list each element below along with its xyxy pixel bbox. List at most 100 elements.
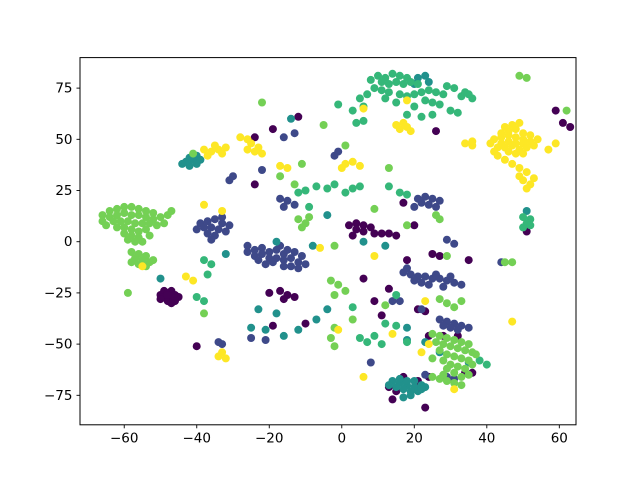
scatter-point-class-2 xyxy=(272,309,281,318)
scatter-point-class-2 xyxy=(359,237,368,246)
scatter-point-class-3 xyxy=(363,338,372,347)
scatter-point-class-1 xyxy=(283,245,292,254)
scatter-point-class-4 xyxy=(442,252,451,260)
scatter-point-class-3 xyxy=(348,106,357,115)
scatter-point-class-4 xyxy=(142,213,150,222)
scatter-point-class-4 xyxy=(305,213,314,222)
scatter-point-class-4 xyxy=(319,121,328,129)
scatter-point-class-1 xyxy=(279,202,288,211)
scatter-point-class-1 xyxy=(283,196,292,205)
scatter-point-class-3 xyxy=(348,303,357,312)
scatter-point-class-4 xyxy=(348,315,357,324)
scatter-point-class-3 xyxy=(453,108,462,117)
x-tick-label: 40 xyxy=(478,430,495,446)
scatter-point-class-4 xyxy=(471,350,480,359)
scatter-point-class-4 xyxy=(442,364,451,373)
scatter-point-class-4 xyxy=(453,362,462,371)
scatter-point-class-4 xyxy=(120,229,129,238)
scatter-point-class-3 xyxy=(410,90,419,99)
scatter-point-class-4 xyxy=(450,379,459,387)
scatter-point-class-4 xyxy=(341,141,350,150)
scatter-point-class-0 xyxy=(370,229,379,238)
scatter-point-class-4 xyxy=(439,340,448,349)
scatter-point-class-5 xyxy=(316,243,324,252)
scatter-point-class-3 xyxy=(392,98,401,107)
scatter-point-class-3 xyxy=(341,188,350,197)
scatter-point-class-0 xyxy=(435,252,444,260)
scatter-point-class-3 xyxy=(294,188,303,197)
scatter-point-class-3 xyxy=(450,84,459,93)
scatter-point-class-5 xyxy=(522,143,531,152)
scatter-point-class-0 xyxy=(192,342,201,351)
scatter-point-class-3 xyxy=(334,100,343,109)
scatter-point-class-5 xyxy=(218,348,227,357)
scatter-point-class-5 xyxy=(515,118,524,127)
x-tick-label: −20 xyxy=(255,430,284,446)
scatter-point-class-3 xyxy=(363,90,372,99)
scatter-point-class-0 xyxy=(366,223,375,232)
scatter-point-class-1 xyxy=(366,358,375,367)
scatter-point-class-4 xyxy=(120,202,129,211)
scatter-point-class-4 xyxy=(123,235,132,244)
scatter-point-class-5 xyxy=(243,145,252,154)
scatter-point-class-1 xyxy=(435,315,444,324)
scatter-point-class-0 xyxy=(345,221,353,230)
scatter-point-class-1 xyxy=(457,280,466,289)
scatter-point-class-4 xyxy=(435,346,444,355)
scatter-point-class-5 xyxy=(334,325,343,334)
scatter-point-class-3 xyxy=(323,184,332,193)
scatter-point-class-1 xyxy=(450,239,459,248)
scatter-point-class-3 xyxy=(428,110,437,119)
scatter-point-class-5 xyxy=(515,164,524,172)
scatter-point-class-3 xyxy=(403,338,411,347)
scatter-point-class-4 xyxy=(461,346,470,355)
scatter-point-class-3 xyxy=(519,223,528,232)
scatter-point-class-0 xyxy=(268,321,277,330)
scatter-point-class-2 xyxy=(178,159,187,168)
scatter-point-class-5 xyxy=(403,96,411,105)
scatter-point-class-4 xyxy=(127,258,136,267)
scatter-point-class-5 xyxy=(218,207,227,215)
scatter-point-class-5 xyxy=(493,151,502,160)
scatter-point-class-4 xyxy=(326,276,335,285)
scatter-point-class-3 xyxy=(432,88,440,97)
scatter-point-class-1 xyxy=(214,225,223,234)
scatter-point-class-3 xyxy=(377,340,386,349)
scatter-point-class-5 xyxy=(370,252,379,260)
scatter-point-class-0 xyxy=(392,231,401,240)
scatter-point-class-3 xyxy=(384,88,393,97)
scatter-point-class-1 xyxy=(453,325,462,334)
scatter-point-class-3 xyxy=(374,71,382,80)
scatter-point-class-3 xyxy=(421,96,430,105)
scatter-point-class-0 xyxy=(551,106,560,115)
scatter-point-class-1 xyxy=(464,323,473,332)
scatter-point-class-3 xyxy=(417,88,426,97)
scatter-point-class-3 xyxy=(203,270,212,279)
scatter-point-class-0 xyxy=(294,112,303,121)
scatter-point-class-1 xyxy=(417,278,426,287)
scatter-point-class-2 xyxy=(247,323,256,332)
scatter-point-class-3 xyxy=(359,116,368,125)
scatter-point-class-1 xyxy=(424,200,433,209)
scatter-point-class-5 xyxy=(486,139,495,148)
scatter-points-layer xyxy=(98,69,575,412)
scatter-point-class-5 xyxy=(526,131,535,140)
scatter-point-class-1 xyxy=(268,258,277,267)
scatter-point-class-1 xyxy=(417,305,426,314)
scatter-point-class-0 xyxy=(410,221,419,230)
scatter-point-class-3 xyxy=(392,321,401,330)
scatter-point-class-1 xyxy=(432,270,440,279)
scatter-point-class-4 xyxy=(134,227,143,236)
scatter-point-class-2 xyxy=(308,241,317,250)
scatter-point-class-3 xyxy=(406,78,415,86)
scatter-point-class-1 xyxy=(258,243,266,252)
y-tick-label: −75 xyxy=(44,388,73,404)
scatter-point-class-4 xyxy=(200,309,208,318)
scatter-point-class-3 xyxy=(442,82,451,91)
scatter-point-class-2 xyxy=(287,114,295,123)
scatter-point-class-4 xyxy=(435,331,444,340)
scatter-point-class-4 xyxy=(98,211,107,220)
scatter-point-class-4 xyxy=(435,215,444,224)
scatter-point-class-1 xyxy=(406,270,415,279)
scatter-point-class-1 xyxy=(395,297,404,306)
